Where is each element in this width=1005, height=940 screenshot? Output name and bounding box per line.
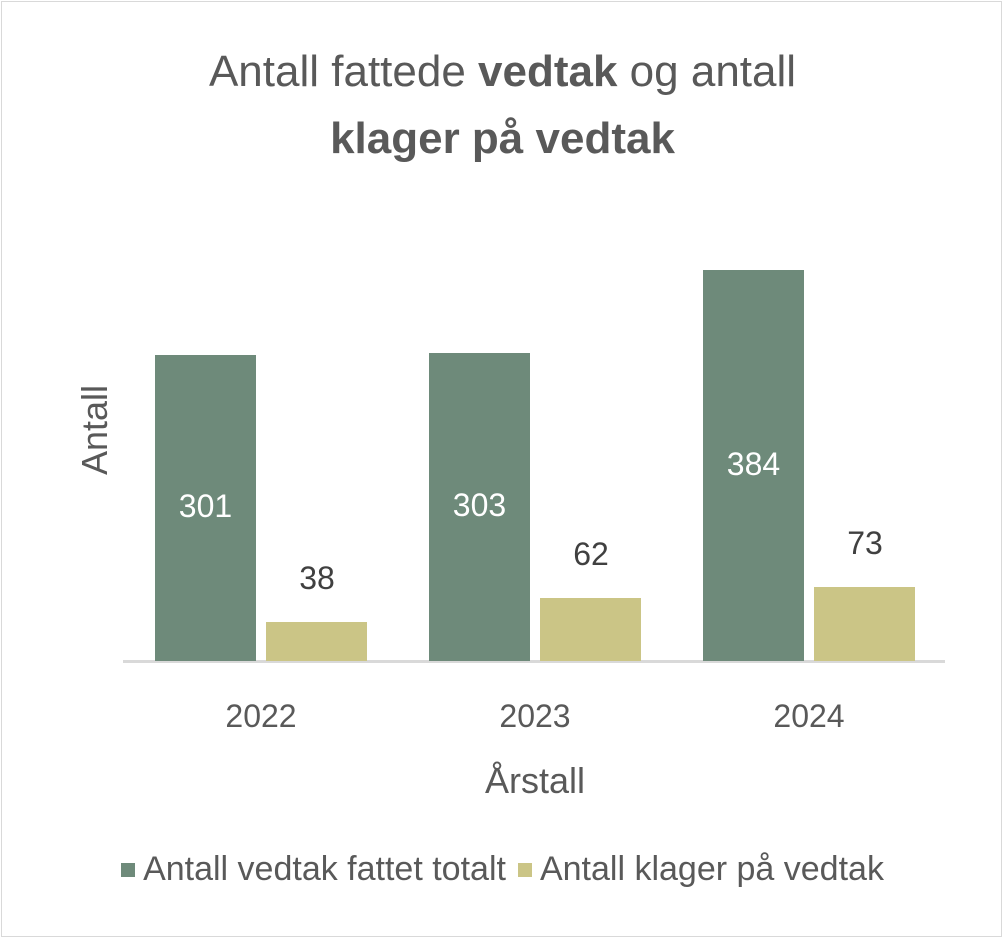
title-text-bold: klager på vedtak xyxy=(330,114,675,163)
legend-label: Antall vedtak fattet totalt xyxy=(143,850,506,888)
data-label: 384 xyxy=(726,445,781,482)
legend-swatch-yellow xyxy=(517,862,532,877)
data-label: 38 xyxy=(299,560,335,596)
data-label: 303 xyxy=(452,487,507,523)
data-label: 62 xyxy=(573,536,609,572)
legend-swatch-green xyxy=(121,862,136,877)
bar-2022-klager[interactable] xyxy=(266,622,367,661)
chart-title-line-1: Antall fattede vedtak og antall xyxy=(0,44,1005,100)
title-text: Antall fattede xyxy=(208,47,479,96)
title-text: og antall xyxy=(617,47,797,96)
x-tick-label: 2024 xyxy=(773,698,845,734)
legend-item-klager[interactable]: Antall klager på vedtak xyxy=(517,850,884,889)
legend: Antall vedtak fattet totalt Antall klage… xyxy=(0,850,1005,889)
data-label: 73 xyxy=(847,525,883,561)
bar-2024-vedtak[interactable] xyxy=(703,270,804,661)
x-axis-label: Årstall xyxy=(484,760,586,801)
bar-2024-klager[interactable] xyxy=(814,587,915,661)
chart-title-line-2: klager på vedtak xyxy=(0,111,1005,167)
legend-label: Antall klager på vedtak xyxy=(539,850,884,888)
x-axis-line xyxy=(123,660,945,663)
x-tick-label: 2022 xyxy=(225,698,297,734)
title-text-bold: vedtak xyxy=(478,47,618,96)
bar-2022-vedtak[interactable] xyxy=(155,355,256,661)
y-axis-label: Antall xyxy=(74,384,115,476)
x-tick-label: 2023 xyxy=(499,698,571,734)
legend-item-vedtak[interactable]: Antall vedtak fattet totalt xyxy=(121,850,506,889)
data-label: 301 xyxy=(178,488,233,524)
bar-2023-vedtak[interactable] xyxy=(429,353,530,661)
bar-2023-klager[interactable] xyxy=(540,598,641,661)
